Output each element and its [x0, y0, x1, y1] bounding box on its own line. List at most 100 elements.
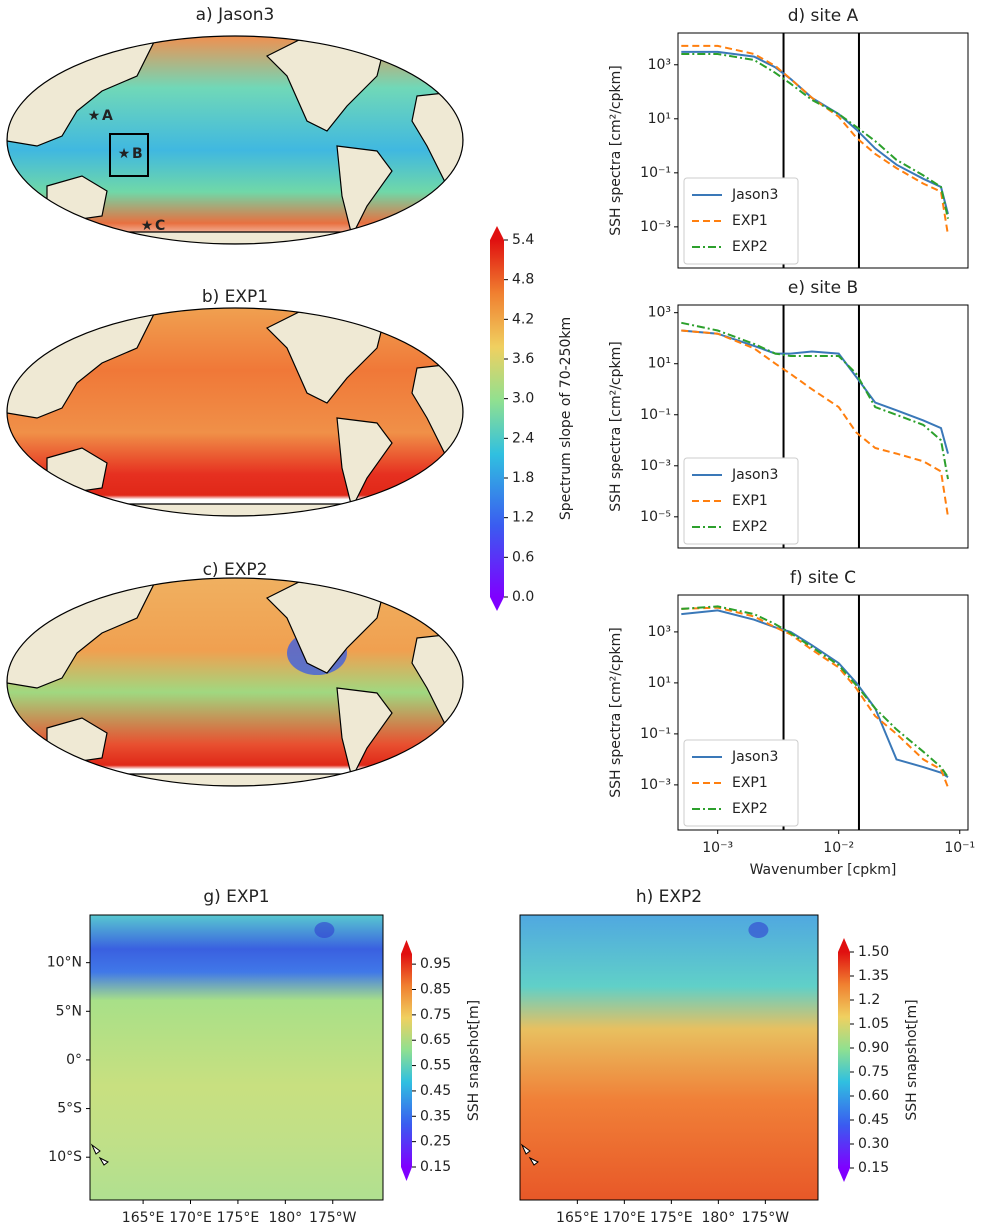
y-tick-label: 10³: [648, 624, 671, 640]
colorbar-tick-label: 2.4: [512, 430, 534, 446]
x-tick-label: 165°E: [556, 1210, 599, 1226]
map: [6, 307, 464, 517]
colorbar-tick-label: 0.95: [420, 956, 451, 972]
legend-label: EXP2: [732, 519, 768, 535]
colorbar-arrow: [401, 940, 412, 954]
heatmap-field: [520, 915, 818, 1200]
y-tick-label: 10⁻³: [640, 219, 671, 235]
colorbar-tick-label: 0.35: [420, 1108, 451, 1124]
series-line: [681, 609, 949, 779]
x-axis-label: Wavenumber [cpkm]: [750, 862, 897, 878]
chart-title: e) site B: [788, 278, 858, 298]
y-tick-label: 10¹: [648, 111, 671, 127]
colorbar-tick-label: 1.8: [512, 470, 534, 486]
site-label: C: [155, 218, 165, 234]
colorbar-arrow: [490, 597, 504, 611]
colorbar-tick-label: 0.30: [858, 1136, 889, 1152]
site-star: ★: [88, 108, 101, 124]
colorbar-tick-label: 0.15: [858, 1160, 889, 1176]
heatmap-anomaly: [314, 922, 335, 938]
y-tick-label: 5°N: [56, 1003, 82, 1019]
x-tick-label: 175°E: [650, 1210, 693, 1226]
series-line: [681, 605, 949, 778]
chart-title: h) EXP2: [636, 887, 702, 907]
y-tick-label: 10¹: [648, 675, 671, 691]
colorbar-tick-label: 0.60: [858, 1088, 889, 1104]
chart-title: g) EXP1: [203, 887, 269, 907]
x-tick-label: 180°: [268, 1210, 302, 1226]
colorbar-label: Spectrum slope of 70-250km: [558, 317, 574, 520]
legend-box: [683, 177, 799, 265]
plot-frame: [89, 914, 384, 1201]
y-tick-label: 10¹: [648, 356, 671, 372]
x-tick-label: 10⁻³: [702, 840, 733, 856]
legend-label: EXP2: [732, 801, 768, 817]
legend-label: EXP1: [732, 775, 768, 791]
island: [520, 1143, 539, 1166]
map: [6, 577, 464, 787]
y-tick-label: 10³: [648, 305, 671, 321]
map-body: [7, 36, 463, 244]
x-tick-label: 170°E: [603, 1210, 646, 1226]
colorbar-tick-label: 0.65: [420, 1032, 451, 1048]
chart-title: f) site C: [790, 568, 856, 588]
legend-label: EXP1: [732, 493, 768, 509]
region-box: [109, 133, 149, 177]
colorbar-tick-label: 0.75: [420, 1007, 451, 1023]
map-title: c) EXP2: [203, 560, 268, 580]
x-tick-label: 175°W: [742, 1210, 790, 1226]
legend-label: Jason3: [731, 187, 778, 203]
series-line: [681, 606, 949, 788]
chart-title: d) site A: [788, 6, 859, 26]
series-line: [681, 321, 949, 480]
map-outline: [6, 307, 464, 517]
x-tick-label: 180°: [701, 1210, 735, 1226]
colorbar-arrow: [401, 1167, 412, 1181]
legend-box: [683, 739, 799, 827]
x-tick-label: 175°E: [217, 1210, 260, 1226]
y-tick-label: 10°S: [48, 1149, 82, 1165]
colorbar-tick-label: 0.0: [512, 589, 534, 605]
map-title: a) Jason3: [196, 5, 275, 25]
y-tick-label: 10⁻¹: [640, 726, 671, 742]
colorbar-tick-label: 0.55: [420, 1058, 451, 1074]
legend-label: EXP2: [732, 239, 768, 255]
colorbar-arrow: [490, 226, 504, 240]
map-outline: [6, 35, 464, 245]
colorbar-tick-label: 1.35: [858, 968, 889, 984]
x-tick-label: 170°E: [169, 1210, 212, 1226]
colorbar-tick-label: 4.8: [512, 272, 534, 288]
series-line: [681, 44, 949, 236]
site-label: B: [132, 146, 143, 162]
x-tick-label: 175°W: [309, 1210, 357, 1226]
colorbar: [401, 954, 412, 1167]
y-tick-label: 10⁻¹: [640, 165, 671, 181]
colorbar-tick-label: 0.6: [512, 549, 534, 565]
plot-frame: [677, 594, 969, 831]
colorbar-tick-label: 0.15: [420, 1159, 451, 1175]
x-tick-label: 10⁻¹: [944, 840, 975, 856]
colorbar-tick-label: 0.45: [858, 1112, 889, 1128]
legend-box: [683, 457, 799, 545]
series-line: [681, 329, 949, 517]
y-tick-label: 10°N: [47, 955, 82, 971]
colorbar-label: SSH snapshot[m]: [904, 999, 920, 1120]
legend-label: Jason3: [731, 467, 778, 483]
y-tick-label: 10⁻⁵: [640, 509, 671, 525]
heatmap-field: [90, 915, 383, 1200]
plot-frame: [677, 32, 969, 269]
site-label: A: [102, 108, 113, 124]
colorbar-tick-label: 1.2: [512, 510, 534, 526]
series-line: [681, 53, 949, 219]
y-axis-label: SSH spectra [cm²/cpkm]: [608, 627, 624, 797]
series-line: [681, 50, 949, 215]
legend-label: Jason3: [731, 749, 778, 765]
y-tick-label: 10³: [648, 57, 671, 73]
y-axis-label: SSH spectra [cm²/cpkm]: [608, 341, 624, 511]
plot-frame: [519, 914, 819, 1201]
map: ★ A★ B★ C: [6, 35, 464, 245]
colorbar-tick-label: 4.2: [512, 311, 534, 327]
legend-label: EXP1: [732, 213, 768, 229]
